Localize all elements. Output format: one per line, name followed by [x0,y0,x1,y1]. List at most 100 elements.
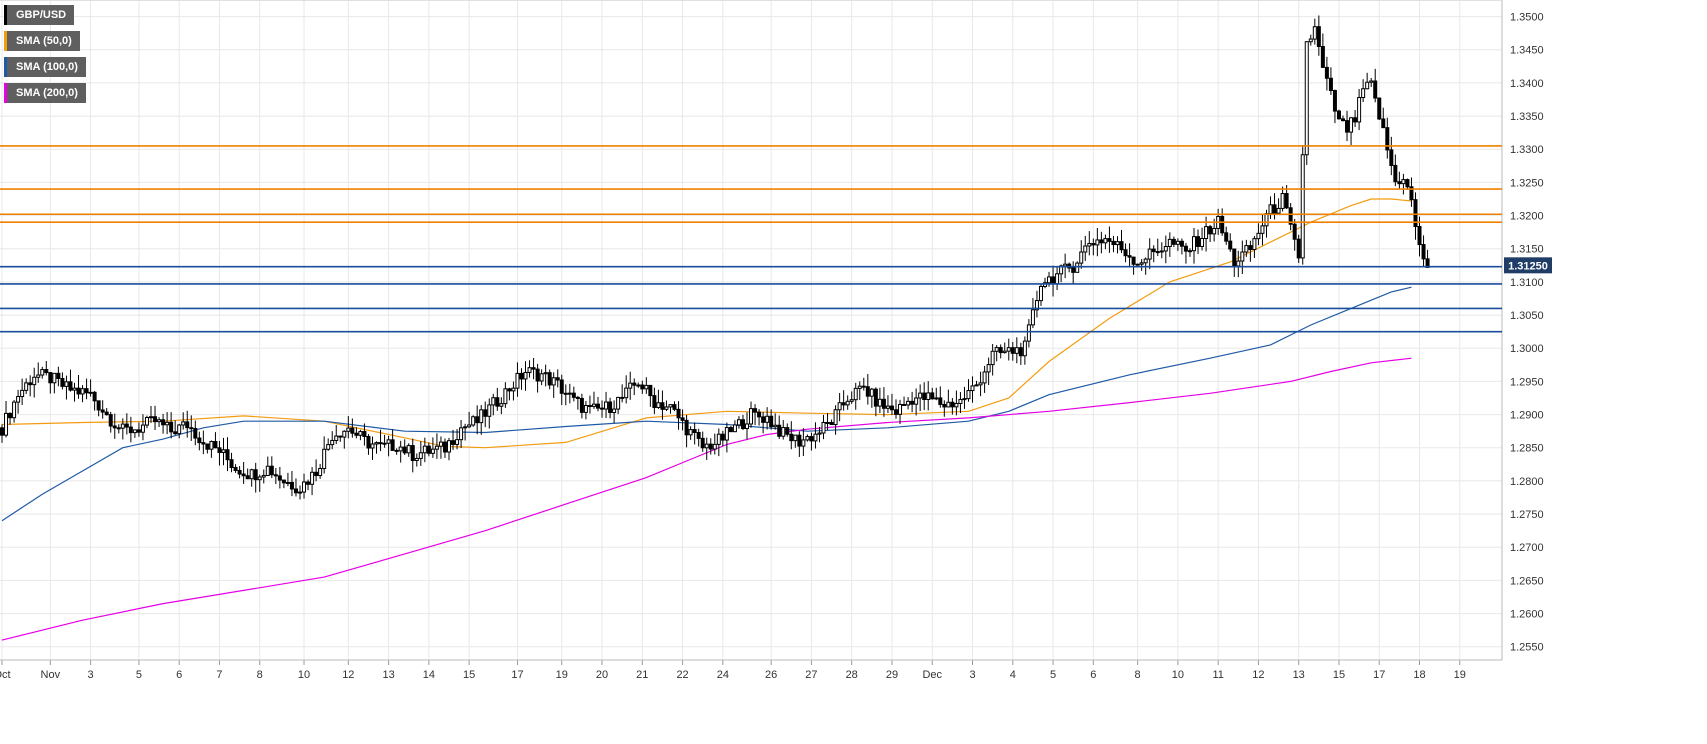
candle-down [293,488,298,494]
candle-down [44,369,49,374]
y-tick-label: 1.2900 [1510,410,1544,422]
y-tick-label: 1.3500 [1510,12,1544,24]
candle-down [475,416,480,424]
y-tick-label: 1.2600 [1510,609,1544,621]
candle-up [869,388,874,397]
candle-down [1131,256,1136,265]
candle-down [8,412,13,419]
candle-down [225,449,230,461]
candle-up [849,399,854,402]
candle-down [728,427,733,433]
candle-up [970,385,975,392]
legend-swatch-sma200 [4,83,7,103]
candle-down [1417,226,1422,246]
candle-up [974,384,979,387]
candle-up [857,385,862,389]
candle-up [1300,154,1305,259]
candle-down [757,411,762,418]
candle-down [841,402,846,406]
candle-down [1107,238,1112,242]
candle-down [1272,204,1277,214]
candle-down [1179,240,1184,247]
candle-up [374,442,379,445]
candle-down [600,407,605,410]
candle-down [861,385,866,388]
candle-up [418,452,423,459]
candle-up [801,439,806,447]
candle-up [745,423,749,429]
candle-up [346,427,351,432]
candle-down [555,377,560,381]
candle-down [865,386,870,397]
candle-down [608,401,613,414]
candle-down [241,473,246,477]
y-tick-label: 1.2850 [1510,443,1544,455]
candle-up [805,436,810,441]
candle-up [330,439,335,446]
candle-down [1336,110,1341,120]
x-tick-label: 6 [1090,669,1096,681]
candle-down [998,347,1003,354]
candle-up [986,364,991,373]
x-tick-label: Nov [41,669,61,681]
candle-up [36,374,41,378]
legend-swatch-gbpusd [4,5,7,25]
y-tick-label: 1.3250 [1510,177,1544,189]
x-tick-label: 29 [886,669,898,681]
candle-down [193,427,198,439]
candle-up [487,404,492,417]
candle-down [575,396,580,399]
legend-label-gbpusd: GBP/USD [16,9,67,21]
candle-down [229,459,234,469]
candle-up [88,391,93,394]
x-tick-label: 13 [382,669,394,681]
candle-up [1361,88,1366,98]
candle-up [12,401,17,419]
candle-down [1051,276,1056,285]
candle-down [277,475,282,481]
x-tick-label: 19 [1454,669,1466,681]
candle-up [318,467,323,477]
candle-down [640,384,645,390]
candle-down [950,401,955,408]
candle-down [1320,46,1325,68]
candle-up [914,397,919,405]
candle-down [632,382,637,386]
candle-down [753,408,758,413]
candle-down [894,409,898,415]
legend-label-sma100: SMA (100,0) [16,61,78,73]
candle-down [1224,232,1229,242]
candle-up [1087,243,1092,247]
candle-down [1151,248,1156,253]
candle-up [157,419,162,423]
legend-item-gbpusd: GBP/USD [4,5,75,25]
candle-up [954,402,959,408]
candle-up [732,424,737,433]
candle-down [829,421,834,426]
x-tick-label: 3 [88,669,94,681]
x-tick-label: 26 [765,669,777,681]
candle-up [503,388,508,405]
candle-down [1405,179,1410,188]
candle-up [16,396,21,403]
candle-up [1055,273,1060,285]
candle-up [1204,226,1209,239]
candle-down [1010,347,1015,354]
candle-up [132,429,137,434]
candle-down [797,434,802,447]
candle-up [144,416,149,426]
candle-up [1047,276,1052,284]
candle-up [430,448,435,454]
candle-down [124,423,129,428]
candle-up [1244,245,1249,253]
x-tick-label: 28 [846,669,858,681]
x-tick-label: 5 [1050,669,1056,681]
candle-down [426,445,431,454]
candle-down [354,432,359,436]
candle-up [302,481,307,493]
candle-down [652,395,657,408]
candle-up [1175,240,1180,245]
candle-up [837,402,842,411]
candle-down [740,419,745,429]
